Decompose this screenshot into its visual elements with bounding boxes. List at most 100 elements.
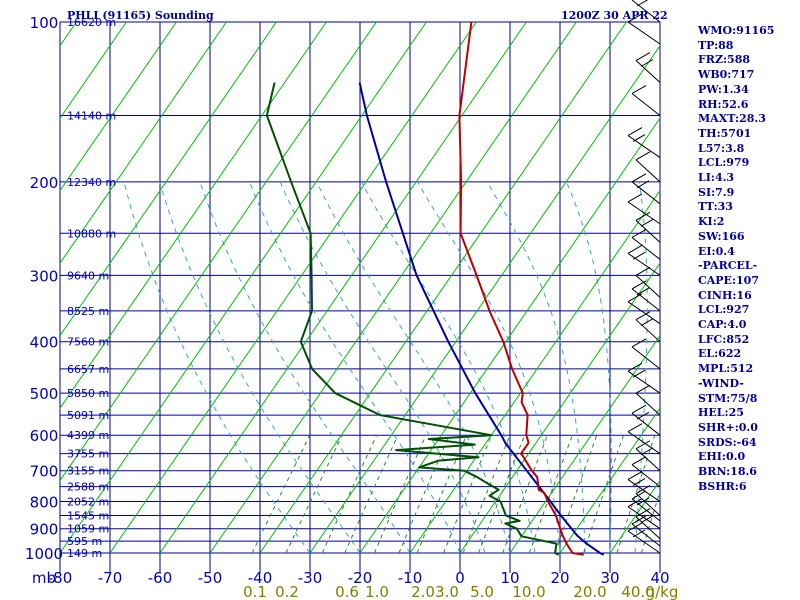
temperature-tick-label: -10	[398, 569, 423, 587]
wind-barb-shaft	[627, 135, 661, 158]
wind-barb-flag	[631, 456, 647, 466]
wind-barb	[627, 498, 661, 530]
temperature-tick-label: -80	[48, 569, 73, 587]
parcel-trace-line	[358, 82, 605, 556]
wind-barb	[631, 229, 661, 260]
moist-adiabat-line	[486, 181, 586, 554]
mixing-ratio-line	[528, 435, 573, 554]
wind-barb-shaft	[635, 392, 661, 416]
wind-barb-flag	[640, 59, 654, 67]
wind-barb-flag	[635, 211, 651, 221]
height-label: 1545 m	[67, 510, 109, 523]
wind-barb-flag	[640, 447, 654, 456]
pressure-axis-label: mb	[32, 569, 56, 587]
index-item: STM:75/8	[698, 391, 758, 405]
index-item: MPL:512	[698, 362, 754, 376]
wind-barb-shaft	[627, 301, 661, 325]
index-item: EI:0.4	[698, 244, 735, 258]
wind-barb	[627, 522, 661, 554]
mixing-ratio-label: 40.0	[621, 583, 654, 600]
wind-barb-shaft	[627, 201, 661, 225]
isotherm-line	[209, 22, 577, 554]
wind-barb-shaft	[635, 159, 661, 183]
mixing-ratio-label: 3.0	[435, 583, 459, 600]
mixing-ratio-line	[478, 435, 526, 554]
pressure-tick-label: 400	[30, 334, 59, 352]
wind-barb-flag	[627, 471, 643, 480]
wind-barb-shaft	[635, 219, 661, 243]
moist-adiabat-line	[634, 181, 648, 554]
index-item: -WIND-	[698, 376, 744, 390]
wind-barb-shaft	[631, 498, 661, 522]
isotherm-line	[259, 22, 627, 554]
index-item: HEL:25	[698, 406, 744, 420]
isotherm-line	[359, 117, 660, 554]
index-item: SRDS:-64	[698, 435, 757, 449]
wind-barb-flag	[635, 440, 651, 450]
wind-barb	[631, 338, 661, 370]
height-label: 14140 m	[67, 110, 116, 123]
isotherms	[60, 22, 660, 554]
temperature-tick-label: -60	[148, 569, 173, 587]
isotherm-line	[60, 22, 377, 482]
wind-barb-shaft	[635, 448, 661, 472]
wind-barb-shaft	[627, 370, 661, 394]
temperature-tick-label: 40	[650, 569, 669, 587]
wind-barb-shaft	[631, 346, 661, 370]
wind-barb-flag	[627, 498, 643, 508]
index-item: WMO:91165	[698, 24, 775, 37]
wind-barb	[631, 456, 661, 488]
wind-barb-shaft	[631, 181, 661, 205]
wind-barb	[627, 127, 661, 158]
wind-barb-shaft	[631, 523, 661, 547]
index-item: BRN:18.6	[698, 465, 757, 479]
isotherm-line	[109, 22, 477, 554]
isotherm-line	[60, 22, 227, 265]
height-label: 149 m	[67, 547, 102, 560]
wind-barb-flag	[635, 266, 651, 276]
index-item: CINH:16	[698, 288, 752, 302]
isotherm-line	[60, 22, 127, 120]
isotherm-line	[559, 407, 660, 554]
index-item: TH:5701	[698, 126, 752, 140]
moist-adiabat-line	[159, 181, 361, 554]
wind-barb-flag	[631, 490, 647, 500]
wind-barb	[627, 362, 661, 394]
wind-barb-flag	[631, 404, 647, 414]
index-item: -PARCEL-	[698, 259, 758, 273]
index-item: RH:52.6	[698, 97, 749, 111]
wind-barb	[631, 404, 661, 436]
index-item: LFC:852	[698, 332, 750, 346]
wind-barb-flag	[635, 52, 651, 61]
index-item: CAPE:107	[698, 273, 759, 287]
wind-barb-flag	[627, 193, 643, 203]
pressure-tick-label: 600	[30, 427, 59, 445]
wind-barb-shaft	[627, 506, 661, 530]
index-item: TP:88	[698, 38, 734, 52]
wind-barb-shaft	[635, 274, 661, 298]
wind-barb-flag	[631, 173, 647, 183]
temperature-line	[458, 22, 584, 556]
wind-barb-shaft	[631, 464, 661, 488]
mixing-ratio-line	[251, 434, 311, 554]
index-item: LCL:927	[698, 303, 750, 317]
index-item: BSHR:6	[698, 479, 747, 493]
wind-barb-flag	[632, 369, 646, 378]
wind-barb	[631, 85, 661, 116]
wind-barb-flag	[636, 180, 650, 189]
height-label: 2052 m	[67, 496, 109, 509]
mixing-ratio-line	[344, 434, 399, 554]
index-item: MAXT:28.3	[698, 112, 766, 126]
wind-barb-flag	[631, 338, 647, 348]
pressure-tick-label: 700	[30, 463, 59, 481]
height-label: 2588 m	[67, 481, 109, 494]
sounding-indices-list: WMO:91165 TP:88 FRZ:588 WB0:717 PW:1.34 RH:52…	[698, 24, 798, 495]
mixing-ratio-line	[616, 435, 656, 554]
height-label: 16620 m	[67, 16, 116, 29]
index-item: EL:622	[698, 347, 742, 361]
isotherm-line	[159, 22, 527, 554]
wind-barb	[627, 193, 661, 225]
height-label: 5850 m	[67, 387, 109, 400]
isotherm-line	[60, 22, 327, 409]
wind-barb	[631, 0, 661, 23]
